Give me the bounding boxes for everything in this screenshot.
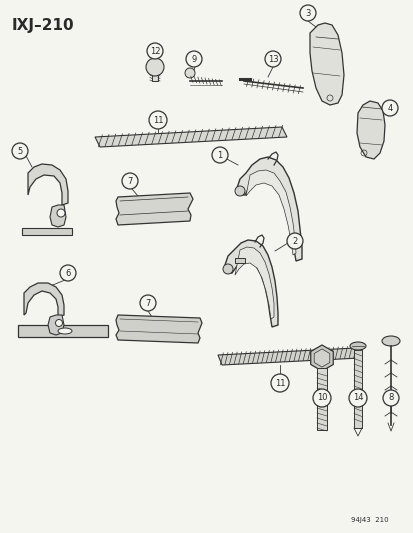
Circle shape [185,68,195,78]
Polygon shape [224,240,277,327]
Text: 12: 12 [150,46,160,55]
Polygon shape [235,247,273,319]
Text: 11: 11 [152,116,163,125]
Text: IXJ–210: IXJ–210 [12,18,74,33]
Polygon shape [28,164,68,205]
Text: 13: 13 [267,54,278,63]
Polygon shape [24,283,64,317]
Circle shape [299,5,315,21]
Circle shape [223,264,233,274]
Polygon shape [18,325,108,337]
Circle shape [57,209,65,217]
Text: 1: 1 [217,150,222,159]
Ellipse shape [58,328,72,334]
Polygon shape [236,157,301,261]
Circle shape [286,233,302,249]
Text: 3: 3 [304,9,310,18]
Polygon shape [116,193,192,225]
Text: 4: 4 [387,103,392,112]
Circle shape [55,319,62,327]
Text: 7: 7 [127,176,133,185]
Circle shape [271,374,288,392]
Polygon shape [22,228,72,235]
Circle shape [264,51,280,67]
Circle shape [147,43,163,59]
Text: 9: 9 [191,54,196,63]
Circle shape [12,143,28,159]
Polygon shape [313,349,329,367]
Polygon shape [50,205,66,227]
Text: 8: 8 [387,393,393,402]
Text: 10: 10 [316,393,326,402]
Ellipse shape [349,342,365,350]
Circle shape [140,295,156,311]
Circle shape [235,186,244,196]
Polygon shape [218,348,359,365]
Polygon shape [48,315,64,335]
Polygon shape [95,127,286,147]
Polygon shape [309,23,343,105]
Circle shape [60,265,76,281]
Circle shape [122,173,138,189]
Ellipse shape [381,336,399,346]
Text: 14: 14 [352,393,362,402]
Circle shape [382,390,398,406]
FancyBboxPatch shape [316,368,326,430]
Circle shape [312,389,330,407]
Circle shape [381,100,397,116]
Text: 94J43  210: 94J43 210 [350,517,388,523]
Polygon shape [116,315,202,343]
FancyBboxPatch shape [152,69,158,81]
FancyBboxPatch shape [235,258,244,263]
Polygon shape [310,345,332,371]
Text: 11: 11 [274,378,285,387]
Text: 2: 2 [292,237,297,246]
Circle shape [211,147,228,163]
Circle shape [149,111,166,129]
Polygon shape [356,101,384,159]
Circle shape [185,51,202,67]
Text: 5: 5 [17,147,23,156]
Circle shape [348,389,366,407]
FancyBboxPatch shape [353,350,361,428]
Circle shape [146,58,164,76]
Polygon shape [245,170,295,255]
Text: 7: 7 [145,298,150,308]
Text: 6: 6 [65,269,71,278]
